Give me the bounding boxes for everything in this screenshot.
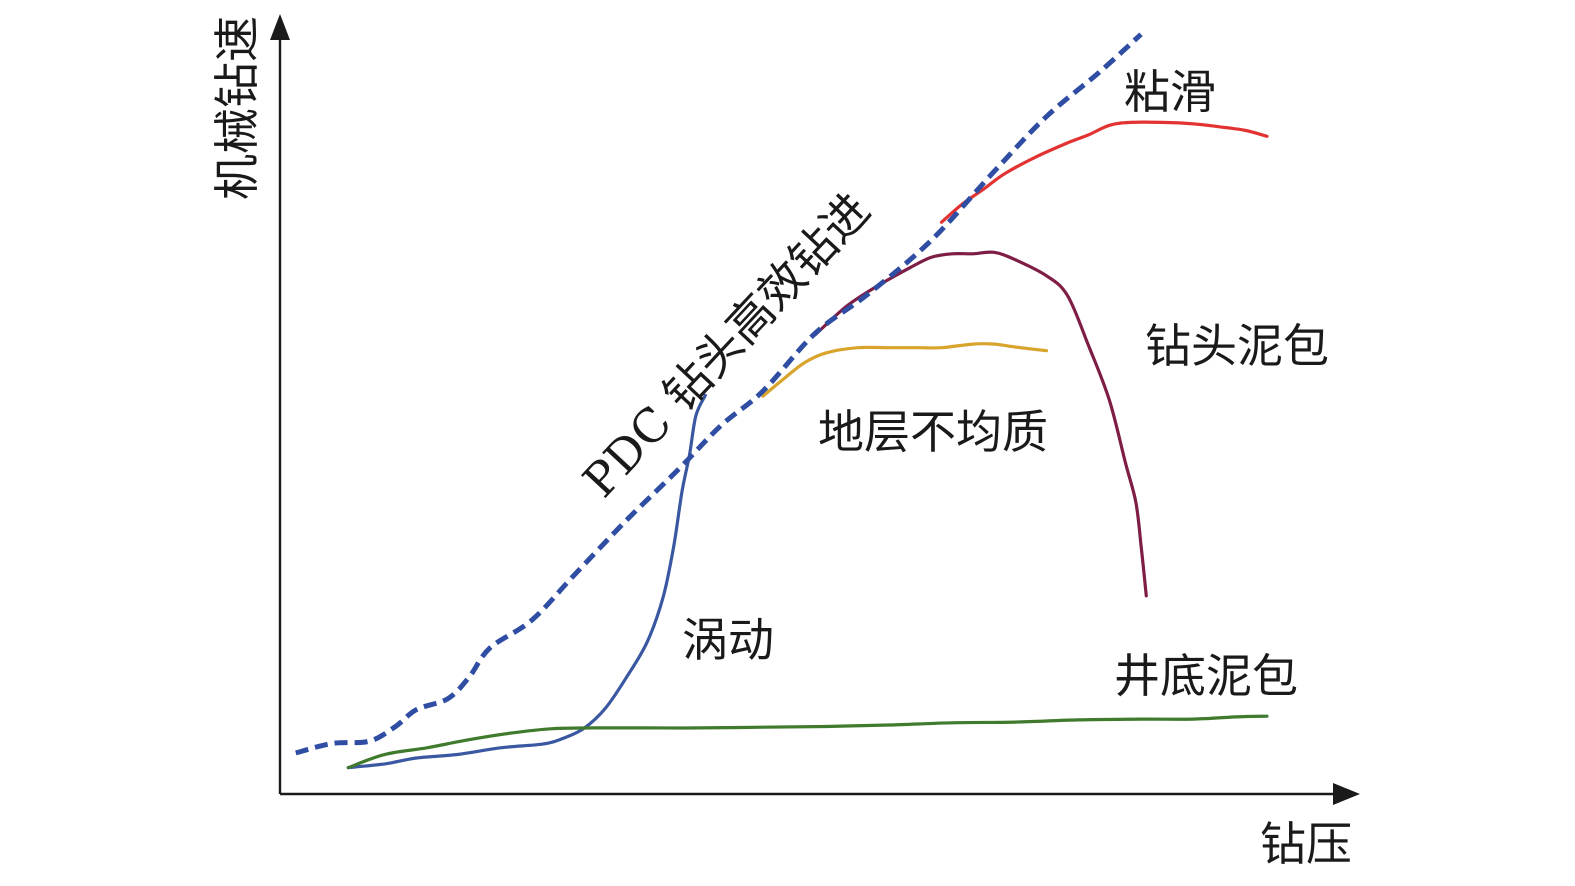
series-label-whirl: 涡动	[682, 613, 774, 667]
series-label-bit-balling: 钻头泥包	[1145, 319, 1329, 373]
x-axis-label: 钻压	[1260, 817, 1352, 871]
series-label-stick-slip: 粘滑	[1124, 65, 1216, 119]
series-layer	[295, 32, 1269, 770]
series-pdc-efficient-drilling	[295, 32, 1143, 756]
x-axis-arrowhead	[1333, 783, 1360, 805]
y-axis-arrowhead	[270, 14, 290, 40]
series-bottomhole-balling	[346, 714, 1269, 770]
series-heterogeneous-formation	[761, 342, 1049, 398]
series-bit-balling	[813, 250, 1148, 598]
series-label-heterogeneous-formation: 地层不均质	[818, 405, 1048, 459]
series-stick-slip	[939, 120, 1269, 224]
series-label-bottomhole-balling: 井底泥包	[1114, 649, 1298, 703]
series-whirl	[346, 393, 707, 770]
y-axis-label: 机械钻速	[210, 16, 264, 200]
